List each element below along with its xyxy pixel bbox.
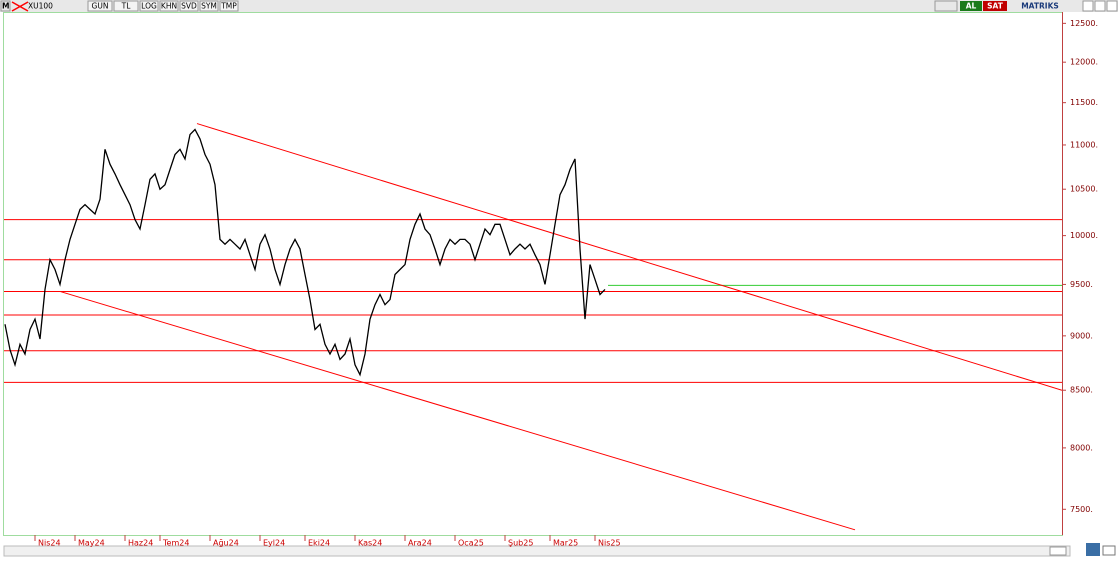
toolbar-button-label: SYM (201, 2, 217, 11)
close-button[interactable] (1106, 0, 1118, 12)
toolbar-button[interactable] (87, 0, 113, 12)
y-tick-label: 11500. (1070, 98, 1098, 107)
toolbar-button-label: SVD (181, 2, 197, 11)
toolbar-button[interactable] (219, 0, 239, 12)
toolbar-button[interactable] (179, 0, 199, 12)
logo: M (2, 2, 9, 11)
x-tick-label: Eki24 (308, 539, 330, 548)
x-tick-label: Nis24 (38, 539, 61, 548)
x-tick-label: Ağu24 (213, 539, 239, 548)
y-tick-label: 9000. (1070, 331, 1093, 340)
tool-icons[interactable] (934, 0, 958, 12)
x-tick-label: Haz24 (128, 539, 153, 548)
toolbar-button[interactable] (139, 0, 159, 12)
y-tick-label: 8000. (1070, 443, 1093, 452)
y-tick-label: 7500. (1070, 505, 1093, 514)
y-tick-label: 12000. (1070, 58, 1098, 67)
max-button[interactable] (1094, 0, 1106, 12)
toolbar (0, 0, 1118, 12)
x-tick-label: Nis25 (598, 539, 621, 548)
scrollbar[interactable] (3, 545, 1071, 557)
y-tick-label: 11000. (1070, 140, 1098, 149)
sell-button[interactable] (983, 1, 1007, 11)
trend-line (59, 290, 856, 531)
sell-label: SAT (987, 2, 1004, 11)
toolbar-button[interactable] (199, 0, 219, 12)
x-tick-label: Eyl24 (263, 539, 285, 548)
x-tick-label: Şub25 (508, 539, 533, 548)
buy-button[interactable] (960, 1, 982, 11)
brand: MATRIKS (1021, 2, 1059, 11)
buy-label: AL (966, 2, 977, 11)
x-tick-label: Oca25 (458, 539, 484, 548)
refresh-button[interactable] (1086, 543, 1100, 556)
toolbar-button-label: TL (121, 2, 132, 11)
x-tick-label: Ara24 (408, 539, 432, 548)
symbol: XU100 (28, 2, 53, 11)
y-tick-label: 8500. (1070, 386, 1093, 395)
toolbar-button[interactable] (159, 0, 179, 12)
y-tick-label: 9500. (1070, 280, 1093, 289)
toolbar-button[interactable] (113, 0, 139, 12)
price-line (4, 128, 606, 377)
toolbar-button-label: KHN (161, 2, 177, 11)
scroll-thumb[interactable] (1049, 546, 1067, 556)
y-tick-label: 10000. (1070, 231, 1098, 240)
x-tick-label: Mar25 (553, 539, 578, 548)
y-tick-label: 12500. (1070, 19, 1098, 28)
nav-button[interactable] (1102, 545, 1116, 556)
symbol-icon (11, 1, 29, 12)
x-tick-label: May24 (78, 539, 105, 548)
x-tick-label: Kas24 (358, 539, 382, 548)
y-tick-label: 10500. (1070, 185, 1098, 194)
toolbar-button-label: TMP (220, 2, 237, 11)
min-button[interactable] (1082, 0, 1094, 12)
toolbar-button-label: GUN (92, 2, 109, 11)
x-tick-label: Tem24 (162, 539, 189, 548)
logo-box[interactable] (0, 0, 11, 12)
toolbar-button-label: LOG (141, 2, 157, 11)
trend-line (196, 123, 1062, 391)
